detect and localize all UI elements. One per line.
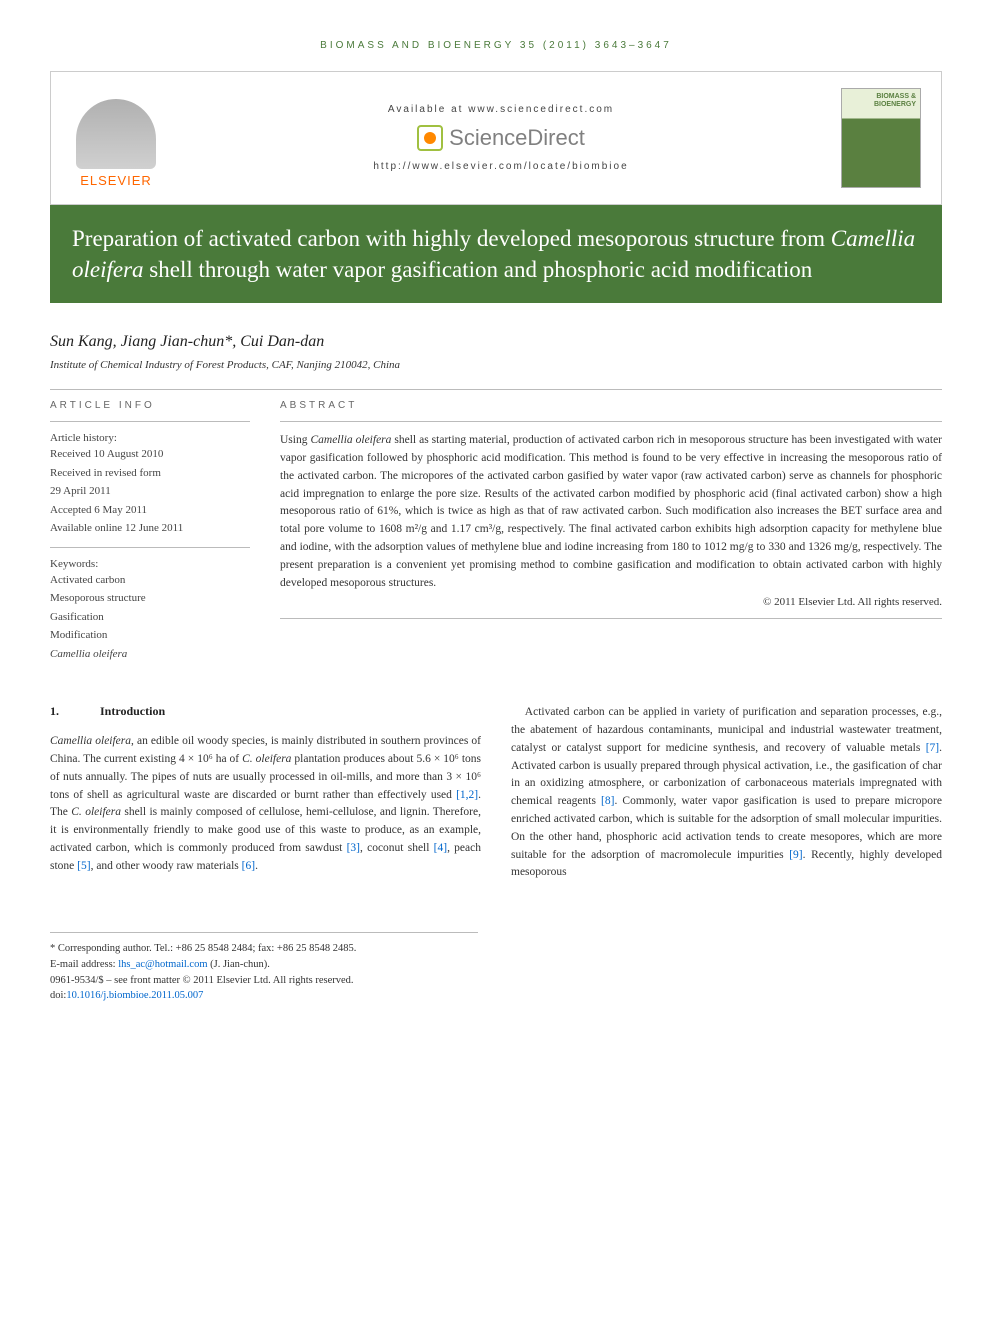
body-columns: 1.Introduction Camellia oleifera, an edi… bbox=[50, 704, 942, 882]
keyword: Modification bbox=[50, 627, 250, 644]
online-date: Available online 12 June 2011 bbox=[50, 520, 250, 537]
authors-line: Sun Kang, Jiang Jian-chun*, Cui Dan-dan bbox=[50, 333, 942, 351]
citation-link[interactable]: [3] bbox=[347, 842, 360, 854]
title-block: Preparation of activated carbon with hig… bbox=[50, 205, 942, 303]
citation-link[interactable]: [9] bbox=[789, 849, 802, 861]
article-info-heading: ARTICLE INFO bbox=[50, 400, 250, 411]
footnotes: * Corresponding author. Tel.: +86 25 854… bbox=[50, 932, 478, 1004]
keyword: Activated carbon bbox=[50, 572, 250, 589]
citation-link[interactable]: [7] bbox=[926, 742, 939, 754]
keyword-species: Camellia oleifera bbox=[50, 648, 127, 660]
citation-link[interactable]: [1,2] bbox=[456, 789, 478, 801]
sciencedirect-text: ScienceDirect bbox=[449, 125, 585, 151]
header-box: ELSEVIER Available at www.sciencedirect.… bbox=[50, 71, 942, 205]
publisher-logo-block: ELSEVIER bbox=[71, 88, 161, 188]
accepted-date: Accepted 6 May 2011 bbox=[50, 502, 250, 519]
keyword: Mesoporous structure bbox=[50, 590, 250, 607]
affiliation: Institute of Chemical Industry of Forest… bbox=[50, 359, 942, 371]
section-number: 1. bbox=[50, 704, 100, 719]
received-date: Received 10 August 2010 bbox=[50, 446, 250, 463]
revised-date: 29 April 2011 bbox=[50, 483, 250, 500]
divider bbox=[50, 421, 250, 422]
corresponding-author: * Corresponding author. Tel.: +86 25 854… bbox=[50, 941, 478, 957]
abstract-col: ABSTRACT Using Camellia oleifera shell a… bbox=[280, 400, 942, 664]
citation-link[interactable]: [8] bbox=[601, 795, 614, 807]
title-post: shell through water vapor gasification a… bbox=[144, 257, 813, 282]
abstract-post: shell as starting material, production o… bbox=[280, 434, 942, 589]
elsevier-logo: ELSEVIER bbox=[71, 88, 161, 188]
cover-title: BIOMASS & BIOENERGY bbox=[846, 93, 916, 108]
citation-link[interactable]: [5] bbox=[77, 860, 90, 872]
body-col-left: 1.Introduction Camellia oleifera, an edi… bbox=[50, 704, 481, 882]
issn-line: 0961-9534/$ – see front matter © 2011 El… bbox=[50, 973, 478, 989]
abstract-copyright: © 2011 Elsevier Ltd. All rights reserved… bbox=[280, 596, 942, 608]
text-run: . bbox=[255, 860, 258, 872]
citation-link[interactable]: [4] bbox=[434, 842, 447, 854]
divider bbox=[50, 547, 250, 548]
doi-label: doi: bbox=[50, 990, 66, 1001]
article-info-col: ARTICLE INFO Article history: Received 1… bbox=[50, 400, 250, 664]
elsevier-tree-icon bbox=[76, 99, 156, 169]
text-run: , and other woody raw materials bbox=[91, 860, 242, 872]
sciencedirect-logo[interactable]: ScienceDirect bbox=[417, 125, 585, 151]
sciencedirect-icon bbox=[417, 125, 443, 151]
abstract-text: Using Camellia oleifera shell as startin… bbox=[280, 432, 942, 592]
email-link[interactable]: lhs_ac@hotmail.com bbox=[118, 959, 207, 970]
divider bbox=[280, 421, 942, 422]
species-abbrev: C. oleifera bbox=[71, 806, 121, 818]
abstract-heading: ABSTRACT bbox=[280, 400, 942, 411]
title-pre: Preparation of activated carbon with hig… bbox=[72, 226, 831, 251]
keyword: Gasification bbox=[50, 609, 250, 626]
divider bbox=[280, 618, 942, 619]
species-name: Camellia oleifera bbox=[50, 735, 131, 747]
section-heading: 1.Introduction bbox=[50, 704, 481, 719]
abstract-species: Camellia oleifera bbox=[310, 434, 391, 446]
intro-paragraph-1: Camellia oleifera, an edible oil woody s… bbox=[50, 733, 481, 876]
history-label: Article history: bbox=[50, 432, 250, 444]
journal-cover-thumbnail: BIOMASS & BIOENERGY bbox=[841, 88, 921, 188]
email-line: E-mail address: lhs_ac@hotmail.com (J. J… bbox=[50, 957, 478, 973]
divider bbox=[50, 389, 942, 390]
revised-label: Received in revised form bbox=[50, 465, 250, 482]
doi-link[interactable]: 10.1016/j.biombioe.2011.05.007 bbox=[66, 990, 203, 1001]
header-center: Available at www.sciencedirect.com Scien… bbox=[161, 104, 841, 172]
citation-link[interactable]: [6] bbox=[242, 860, 255, 872]
species-abbrev: C. oleifera bbox=[242, 753, 291, 765]
availability-text: Available at www.sciencedirect.com bbox=[388, 104, 614, 115]
journal-reference: BIOMASS AND BIOENERGY 35 (2011) 3643–364… bbox=[50, 40, 942, 51]
section-title: Introduction bbox=[100, 704, 165, 718]
keyword: Camellia oleifera bbox=[50, 646, 250, 663]
text-run: Activated carbon can be applied in varie… bbox=[511, 706, 942, 754]
email-person: (J. Jian-chun). bbox=[208, 959, 270, 970]
intro-paragraph-2: Activated carbon can be applied in varie… bbox=[511, 704, 942, 882]
publisher-name: ELSEVIER bbox=[80, 173, 152, 188]
doi-line: doi:10.1016/j.biombioe.2011.05.007 bbox=[50, 988, 478, 1004]
info-abstract-row: ARTICLE INFO Article history: Received 1… bbox=[50, 400, 942, 664]
paper-title: Preparation of activated carbon with hig… bbox=[72, 223, 920, 285]
body-col-right: Activated carbon can be applied in varie… bbox=[511, 704, 942, 882]
email-label: E-mail address: bbox=[50, 959, 118, 970]
text-run: , coconut shell bbox=[360, 842, 434, 854]
keywords-label: Keywords: bbox=[50, 558, 250, 570]
locate-url[interactable]: http://www.elsevier.com/locate/biombioe bbox=[373, 161, 628, 172]
abstract-pre: Using bbox=[280, 434, 310, 446]
